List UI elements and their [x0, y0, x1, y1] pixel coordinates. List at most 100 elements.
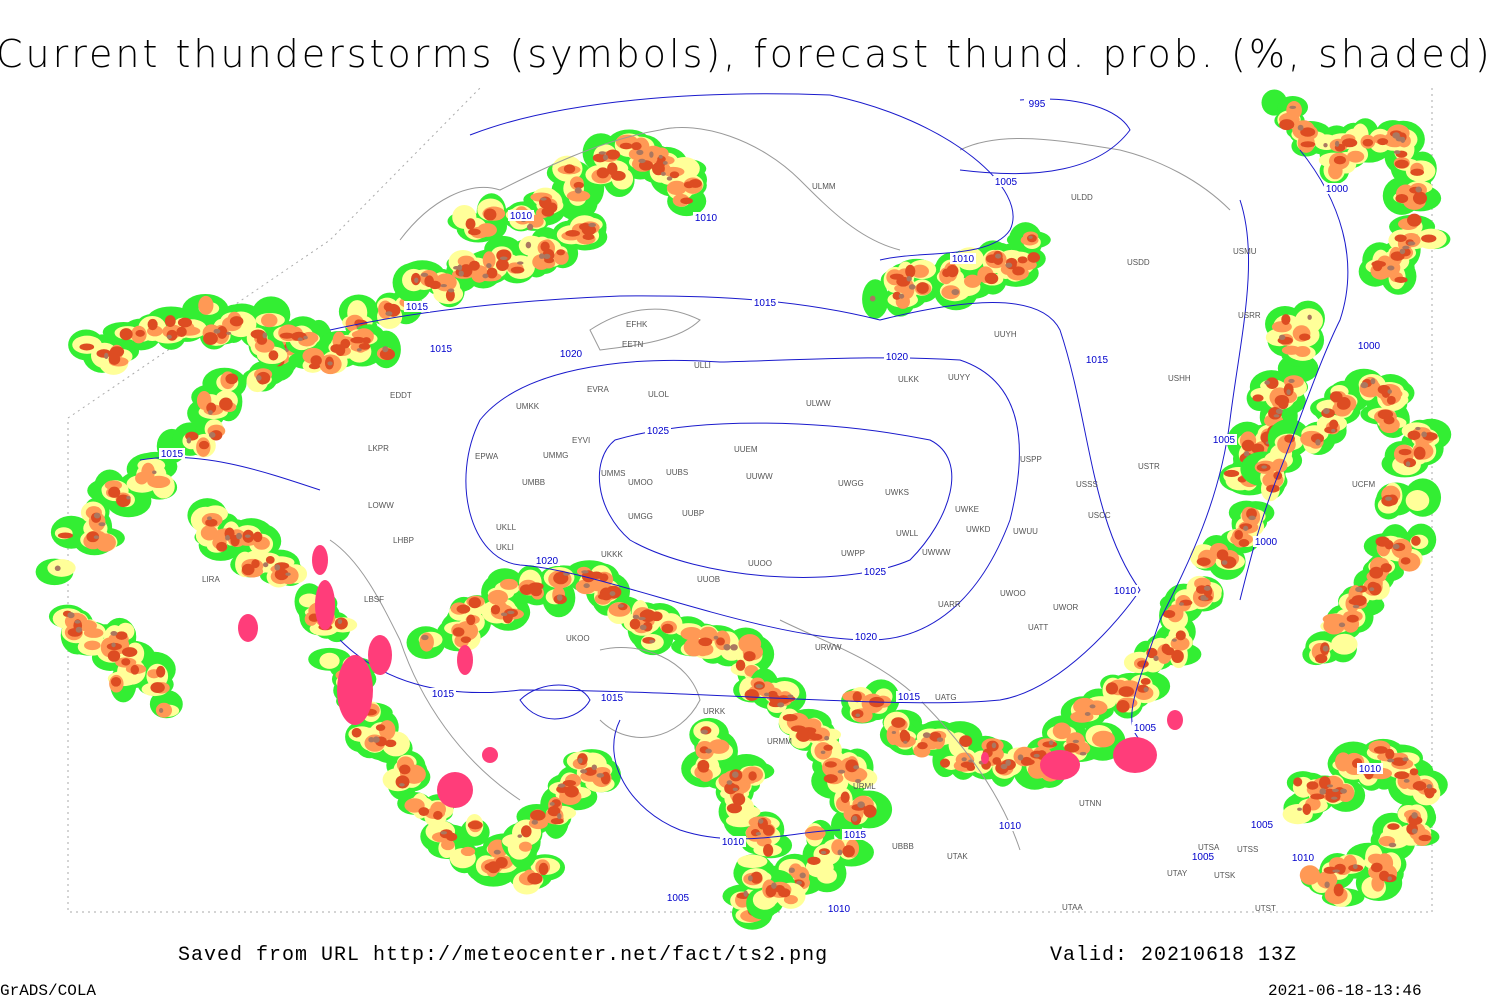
- shade-cell: [1352, 604, 1360, 609]
- isobar-label-bg: [896, 691, 922, 702]
- station-label: UTSS: [1237, 845, 1258, 854]
- shade-cell: [319, 652, 340, 669]
- shade-cell: [74, 620, 81, 624]
- shade-cell: [216, 541, 228, 552]
- shade-cell: [617, 604, 624, 608]
- shade-cell: [1162, 609, 1176, 619]
- shade-cell: [639, 624, 647, 630]
- shade-cell: [1279, 119, 1295, 131]
- station-label: UATT: [1028, 623, 1048, 632]
- shade-cell: [823, 774, 838, 784]
- shade-cell: [1379, 870, 1390, 882]
- shade-cell: [591, 764, 597, 771]
- shade-cell: [992, 757, 1002, 765]
- station-label: UWWW: [922, 548, 951, 557]
- shade-cell: [1079, 751, 1087, 756]
- shade-cell: [460, 846, 476, 857]
- shade-cell: [891, 717, 906, 728]
- shade-cell: [855, 713, 861, 718]
- shade-cell: [650, 611, 663, 622]
- isobar-label-bg: [1024, 98, 1050, 109]
- station-label: ULMM: [812, 182, 836, 191]
- shade-cell: [1331, 428, 1336, 433]
- station-label: UWOR: [1053, 603, 1079, 612]
- station-label: UUEM: [734, 445, 758, 454]
- shade-cell: [1331, 796, 1338, 800]
- shade-cell: [1261, 465, 1267, 469]
- shade-cell: [609, 591, 616, 596]
- shade-cell: [1317, 871, 1338, 889]
- station-label: USHH: [1168, 374, 1191, 383]
- shade-cell: [510, 266, 525, 274]
- shade-cell: [382, 346, 389, 353]
- station-label: UKOO: [566, 634, 590, 643]
- shade-cell: [310, 355, 322, 366]
- shade-cell: [1372, 260, 1383, 272]
- shade-cell: [507, 610, 515, 615]
- coastline: [589, 308, 701, 351]
- shade-cell: [1203, 585, 1211, 591]
- station-label: USRR: [1238, 311, 1261, 320]
- shade-cell: [820, 750, 826, 754]
- thunderstorm-cluster: [1040, 750, 1080, 780]
- shade-cell: [837, 769, 846, 774]
- isobar-label-bg: [645, 425, 671, 436]
- isobar-label: 1010: [510, 211, 533, 222]
- shade-cell: [465, 218, 476, 230]
- shade-cell: [468, 597, 482, 609]
- shade-cell: [241, 563, 255, 576]
- shade-cell: [1028, 235, 1033, 239]
- thunderstorm-cluster: [457, 645, 473, 675]
- thunderstorm-cluster: [437, 772, 473, 808]
- shade-cell: [725, 814, 756, 828]
- shade-cell: [1248, 515, 1256, 521]
- shade-cell: [384, 739, 397, 748]
- shade-cell: [611, 170, 626, 181]
- isobar-label: 1015: [161, 449, 184, 460]
- station-label: UWLL: [896, 529, 919, 538]
- shade-cell: [700, 729, 708, 735]
- shade-cell: [1064, 743, 1080, 753]
- shade-cell: [563, 164, 576, 174]
- shade-cell: [852, 691, 862, 703]
- station-label: UARR: [938, 600, 961, 609]
- shade-cell: [1273, 414, 1280, 418]
- shade-cell: [1412, 781, 1427, 791]
- shade-cell: [1300, 141, 1316, 148]
- shade-cell: [1118, 686, 1135, 697]
- isobar: [469, 93, 1014, 261]
- shade-cell: [837, 849, 843, 856]
- shade-cell: [763, 843, 774, 857]
- shade-cell: [493, 849, 501, 855]
- shade-cell: [1331, 633, 1358, 655]
- map-labels: 995 1010 1010 1005 1000 1010 1015 1015 1015 1020 1…: [159, 98, 1383, 915]
- shade-cell: [1286, 101, 1302, 120]
- shade-cell: [1394, 771, 1410, 780]
- shade-cell: [350, 336, 366, 344]
- shade-cell: [486, 263, 492, 269]
- shade-cell: [666, 180, 687, 196]
- shade-cell: [1415, 426, 1421, 431]
- shade-cell: [1175, 630, 1186, 641]
- station-label: LBSF: [364, 595, 384, 604]
- shade-cell: [108, 486, 121, 498]
- shade-cell: [500, 578, 518, 590]
- shade-cell: [155, 702, 173, 718]
- shade-cell: [337, 618, 343, 625]
- shade-cell: [581, 570, 589, 574]
- thunderstorm-cluster: [368, 635, 392, 675]
- isobar: [598, 422, 953, 578]
- isobar: [959, 98, 1131, 175]
- shade-cell: [527, 872, 543, 885]
- shade-cell: [104, 352, 109, 359]
- shade-cell: [820, 850, 827, 855]
- shade-cell: [1243, 525, 1249, 531]
- shade-cell: [1380, 563, 1392, 573]
- shade-cell: [1196, 557, 1211, 566]
- shade-cell: [399, 764, 411, 775]
- shade-cell: [782, 714, 798, 722]
- shade-cell: [1393, 150, 1401, 154]
- shade-cell: [763, 692, 770, 697]
- shade-cell: [399, 783, 405, 787]
- shade-cell: [265, 555, 275, 564]
